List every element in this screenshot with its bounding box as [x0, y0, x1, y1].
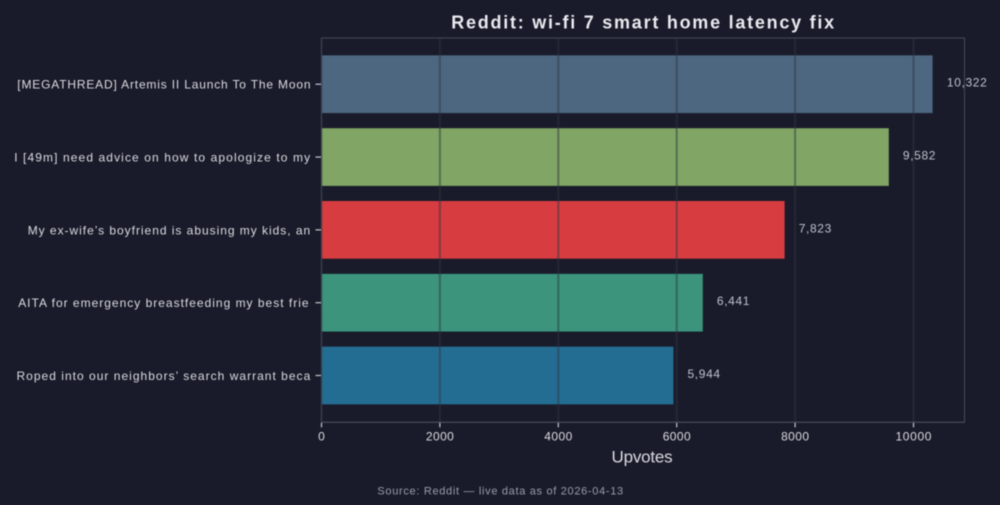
svg-text:10000: 10000: [895, 429, 932, 443]
svg-text:Upvotes: Upvotes: [612, 447, 673, 466]
svg-text:5,944: 5,944: [688, 367, 721, 381]
svg-text:6,441: 6,441: [717, 294, 750, 308]
svg-text:[MEGATHREAD] Artemis II Launch: [MEGATHREAD] Artemis II Launch To The Mo…: [17, 78, 311, 92]
svg-text:9,582: 9,582: [903, 149, 936, 163]
svg-text:8000: 8000: [781, 429, 809, 443]
svg-text:2000: 2000: [426, 429, 454, 443]
svg-text:I [49m] need advice on how to: I [49m] need advice on how to apologize …: [14, 151, 311, 165]
svg-text:Reddit: wi-fi 7 smart home lat: Reddit: wi-fi 7 smart home latency fix: [451, 13, 836, 33]
svg-text:AITA for emergency breastfeedi: AITA for emergency breastfeeding my best…: [18, 296, 309, 310]
svg-text:6000: 6000: [663, 429, 691, 443]
svg-text:4000: 4000: [544, 429, 572, 443]
svg-text:My ex-wife’s boyfriend is abus: My ex-wife’s boyfriend is abusing my kid…: [28, 223, 311, 237]
svg-text:Roped into our neighbors’ sear: Roped into our neighbors’ search warrant…: [17, 369, 312, 383]
svg-text:0: 0: [318, 429, 325, 443]
svg-text:Source: Reddit — live data as: Source: Reddit — live data as of 2026-04…: [377, 485, 623, 497]
svg-text:10,322: 10,322: [947, 76, 987, 90]
svg-text:7,823: 7,823: [799, 221, 832, 235]
